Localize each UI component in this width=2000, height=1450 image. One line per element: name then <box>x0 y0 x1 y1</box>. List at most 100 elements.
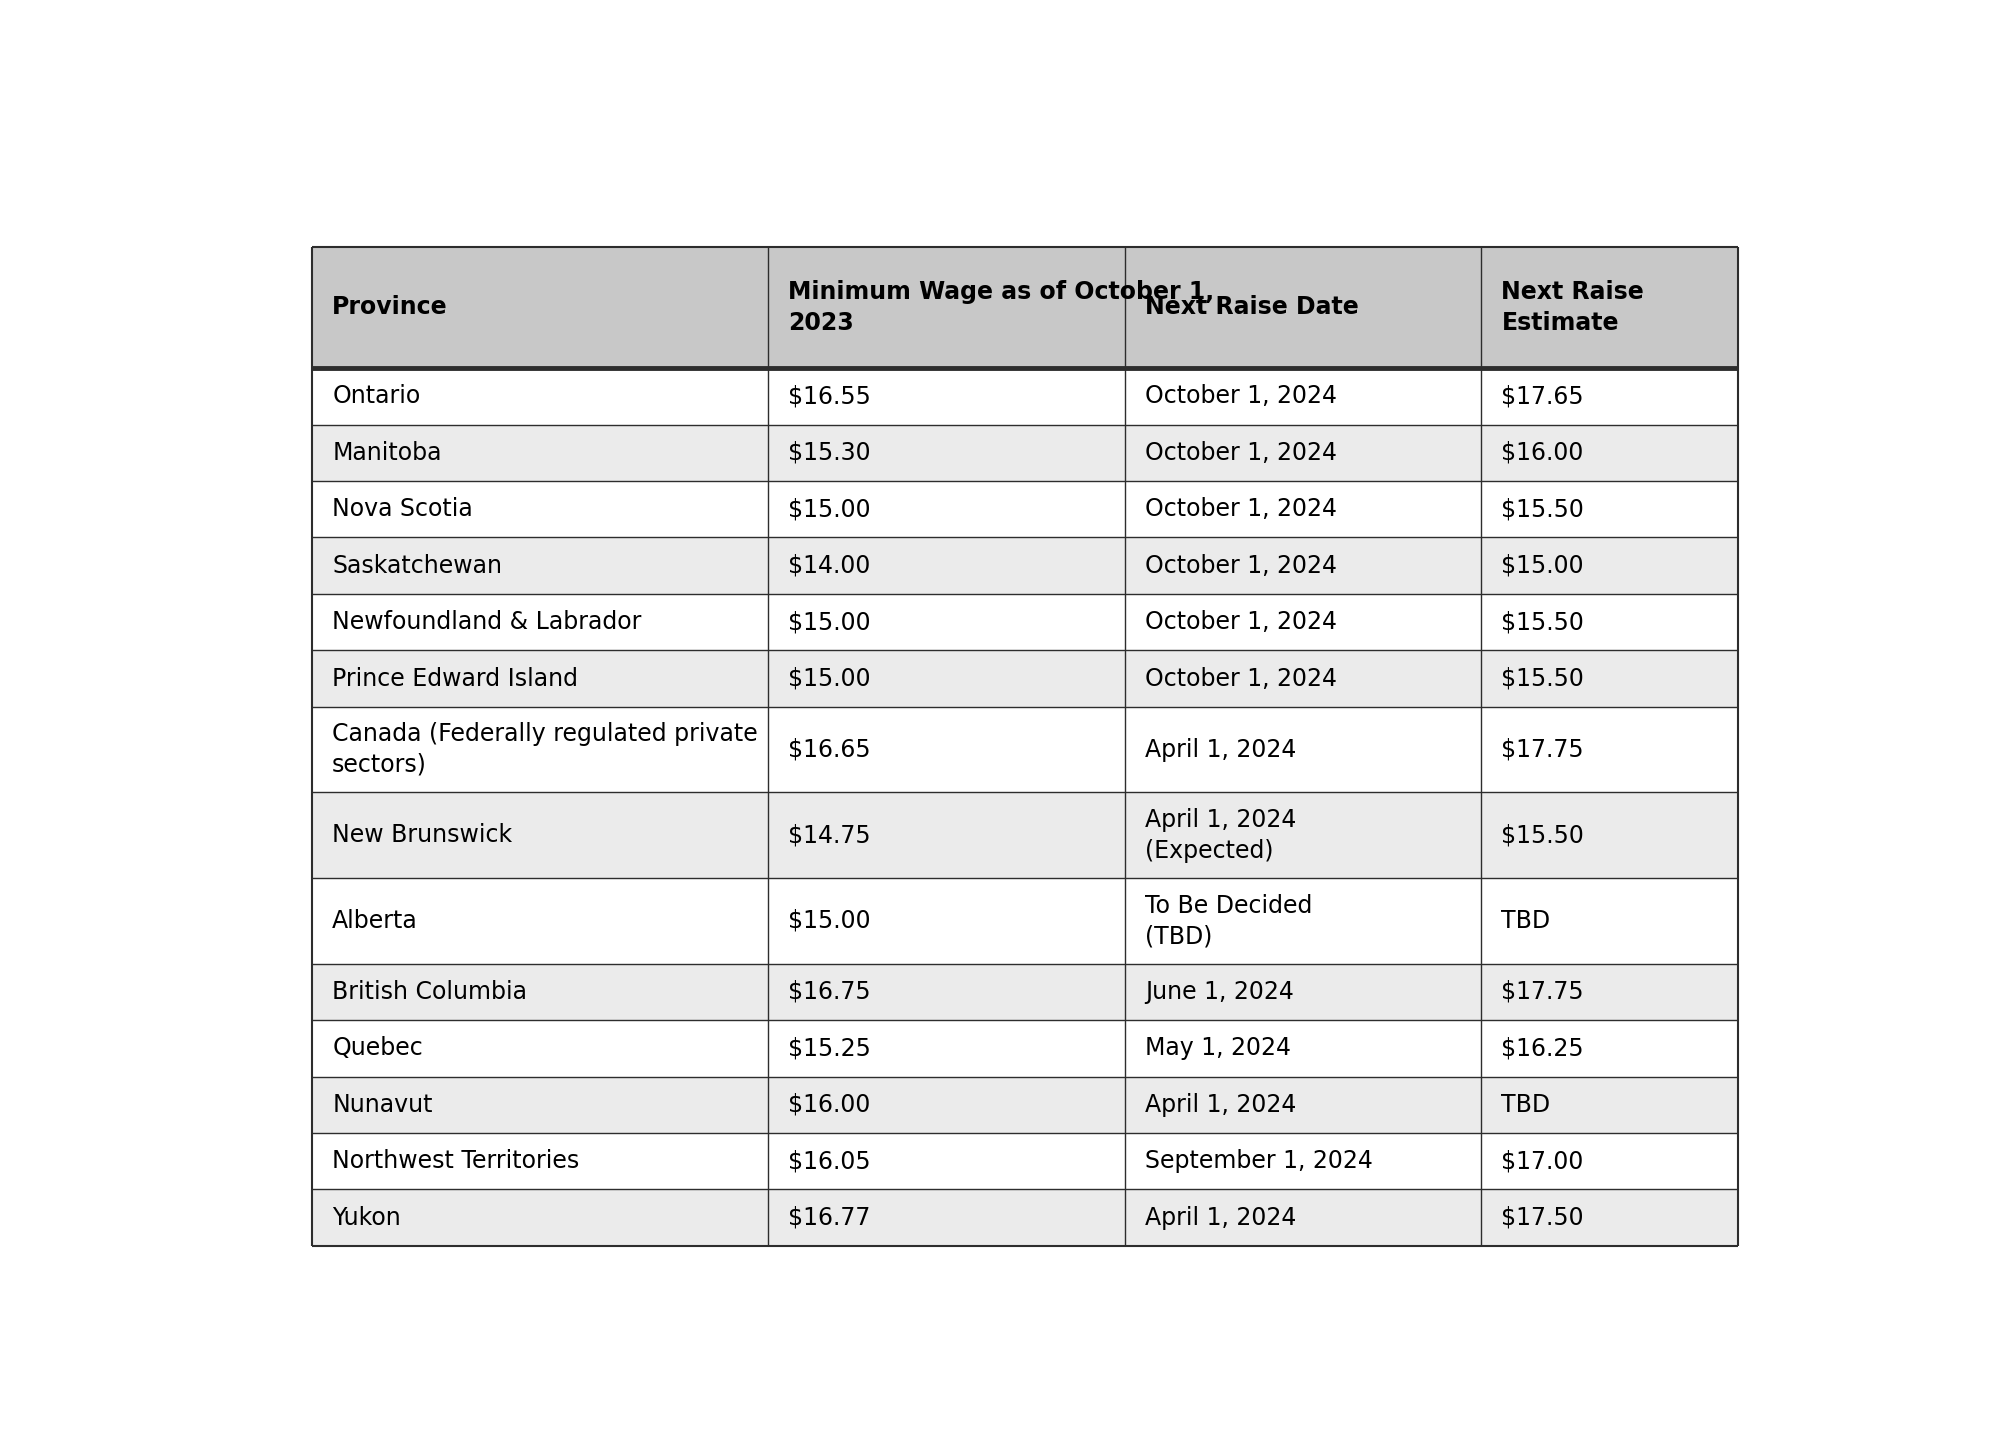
Text: October 1, 2024: October 1, 2024 <box>1144 384 1336 409</box>
Bar <box>768 1021 1124 1076</box>
Text: Nunavut: Nunavut <box>332 1093 432 1116</box>
Bar <box>312 964 768 1021</box>
Bar <box>1124 247 1482 368</box>
Text: To Be Decided
(TBD): To Be Decided (TBD) <box>1144 893 1312 948</box>
Bar <box>1482 706 1738 792</box>
Bar <box>1124 651 1482 706</box>
Bar <box>768 1132 1124 1189</box>
Text: June 1, 2024: June 1, 2024 <box>1144 980 1294 1003</box>
Text: $15.25: $15.25 <box>788 1037 872 1060</box>
Text: April 1, 2024: April 1, 2024 <box>1144 1093 1296 1116</box>
Text: $16.55: $16.55 <box>788 384 872 409</box>
Bar <box>312 425 768 481</box>
Text: $17.50: $17.50 <box>1502 1205 1584 1230</box>
Bar <box>312 481 768 538</box>
Text: $15.50: $15.50 <box>1502 824 1584 847</box>
Bar <box>1482 481 1738 538</box>
Text: TBD: TBD <box>1502 1093 1550 1116</box>
Text: $15.00: $15.00 <box>788 497 872 522</box>
Bar <box>768 594 1124 651</box>
Bar <box>1482 594 1738 651</box>
Text: TBD: TBD <box>1502 909 1550 932</box>
Text: $15.30: $15.30 <box>788 441 872 465</box>
Bar <box>1124 425 1482 481</box>
Bar <box>768 964 1124 1021</box>
Text: $17.75: $17.75 <box>1502 980 1584 1003</box>
Bar <box>312 368 768 425</box>
Text: Manitoba: Manitoba <box>332 441 442 465</box>
Text: October 1, 2024: October 1, 2024 <box>1144 441 1336 465</box>
Text: $15.50: $15.50 <box>1502 610 1584 634</box>
Bar <box>1482 425 1738 481</box>
Text: Saskatchewan: Saskatchewan <box>332 554 502 577</box>
Bar <box>1482 1132 1738 1189</box>
Text: $17.75: $17.75 <box>1502 738 1584 761</box>
Bar <box>768 792 1124 879</box>
Bar <box>1124 368 1482 425</box>
Text: New Brunswick: New Brunswick <box>332 824 512 847</box>
Text: Next Raise Date: Next Raise Date <box>1144 296 1358 319</box>
Bar <box>1124 792 1482 879</box>
Text: $17.65: $17.65 <box>1502 384 1584 409</box>
Bar <box>312 1189 768 1246</box>
Text: Newfoundland & Labrador: Newfoundland & Labrador <box>332 610 642 634</box>
Text: $15.00: $15.00 <box>788 667 872 690</box>
Text: Minimum Wage as of October 1,
2023: Minimum Wage as of October 1, 2023 <box>788 280 1214 335</box>
Bar <box>312 1076 768 1132</box>
Bar <box>312 247 768 368</box>
Text: Next Raise
Estimate: Next Raise Estimate <box>1502 280 1644 335</box>
Text: $16.00: $16.00 <box>788 1093 870 1116</box>
Bar <box>1124 706 1482 792</box>
Bar <box>1482 1189 1738 1246</box>
Bar <box>1482 538 1738 594</box>
Bar <box>1124 594 1482 651</box>
Bar <box>768 879 1124 964</box>
Text: $16.25: $16.25 <box>1502 1037 1584 1060</box>
Text: $15.00: $15.00 <box>788 909 872 932</box>
Bar <box>1124 1189 1482 1246</box>
Bar <box>312 538 768 594</box>
Bar <box>1482 879 1738 964</box>
Text: Canada (Federally regulated private
sectors): Canada (Federally regulated private sect… <box>332 722 758 777</box>
Text: Quebec: Quebec <box>332 1037 422 1060</box>
Bar <box>1482 247 1738 368</box>
Bar <box>768 538 1124 594</box>
Bar <box>768 425 1124 481</box>
Bar <box>312 792 768 879</box>
Text: Yukon: Yukon <box>332 1205 400 1230</box>
Bar <box>1124 1132 1482 1189</box>
Text: $15.00: $15.00 <box>1502 554 1584 577</box>
Text: $15.50: $15.50 <box>1502 497 1584 522</box>
Bar <box>312 594 768 651</box>
Text: Prince Edward Island: Prince Edward Island <box>332 667 578 690</box>
Bar <box>768 247 1124 368</box>
Text: October 1, 2024: October 1, 2024 <box>1144 554 1336 577</box>
Bar <box>312 706 768 792</box>
Text: April 1, 2024: April 1, 2024 <box>1144 1205 1296 1230</box>
Bar <box>1124 538 1482 594</box>
Text: British Columbia: British Columbia <box>332 980 528 1003</box>
Bar <box>768 651 1124 706</box>
Bar <box>1482 1021 1738 1076</box>
Bar <box>768 481 1124 538</box>
Text: April 1, 2024
(Expected): April 1, 2024 (Expected) <box>1144 808 1296 863</box>
Text: $16.05: $16.05 <box>788 1150 872 1173</box>
Bar <box>768 1076 1124 1132</box>
Text: October 1, 2024: October 1, 2024 <box>1144 610 1336 634</box>
Text: $16.65: $16.65 <box>788 738 872 761</box>
Text: October 1, 2024: October 1, 2024 <box>1144 497 1336 522</box>
Bar <box>768 1189 1124 1246</box>
Bar <box>1482 368 1738 425</box>
Text: $15.00: $15.00 <box>788 610 872 634</box>
Bar <box>1124 1021 1482 1076</box>
Text: $16.00: $16.00 <box>1502 441 1584 465</box>
Text: September 1, 2024: September 1, 2024 <box>1144 1150 1372 1173</box>
Bar <box>312 879 768 964</box>
Bar <box>1482 1076 1738 1132</box>
Bar <box>768 706 1124 792</box>
Text: April 1, 2024: April 1, 2024 <box>1144 738 1296 761</box>
Text: Alberta: Alberta <box>332 909 418 932</box>
Text: October 1, 2024: October 1, 2024 <box>1144 667 1336 690</box>
Text: $17.00: $17.00 <box>1502 1150 1584 1173</box>
Bar <box>1124 481 1482 538</box>
